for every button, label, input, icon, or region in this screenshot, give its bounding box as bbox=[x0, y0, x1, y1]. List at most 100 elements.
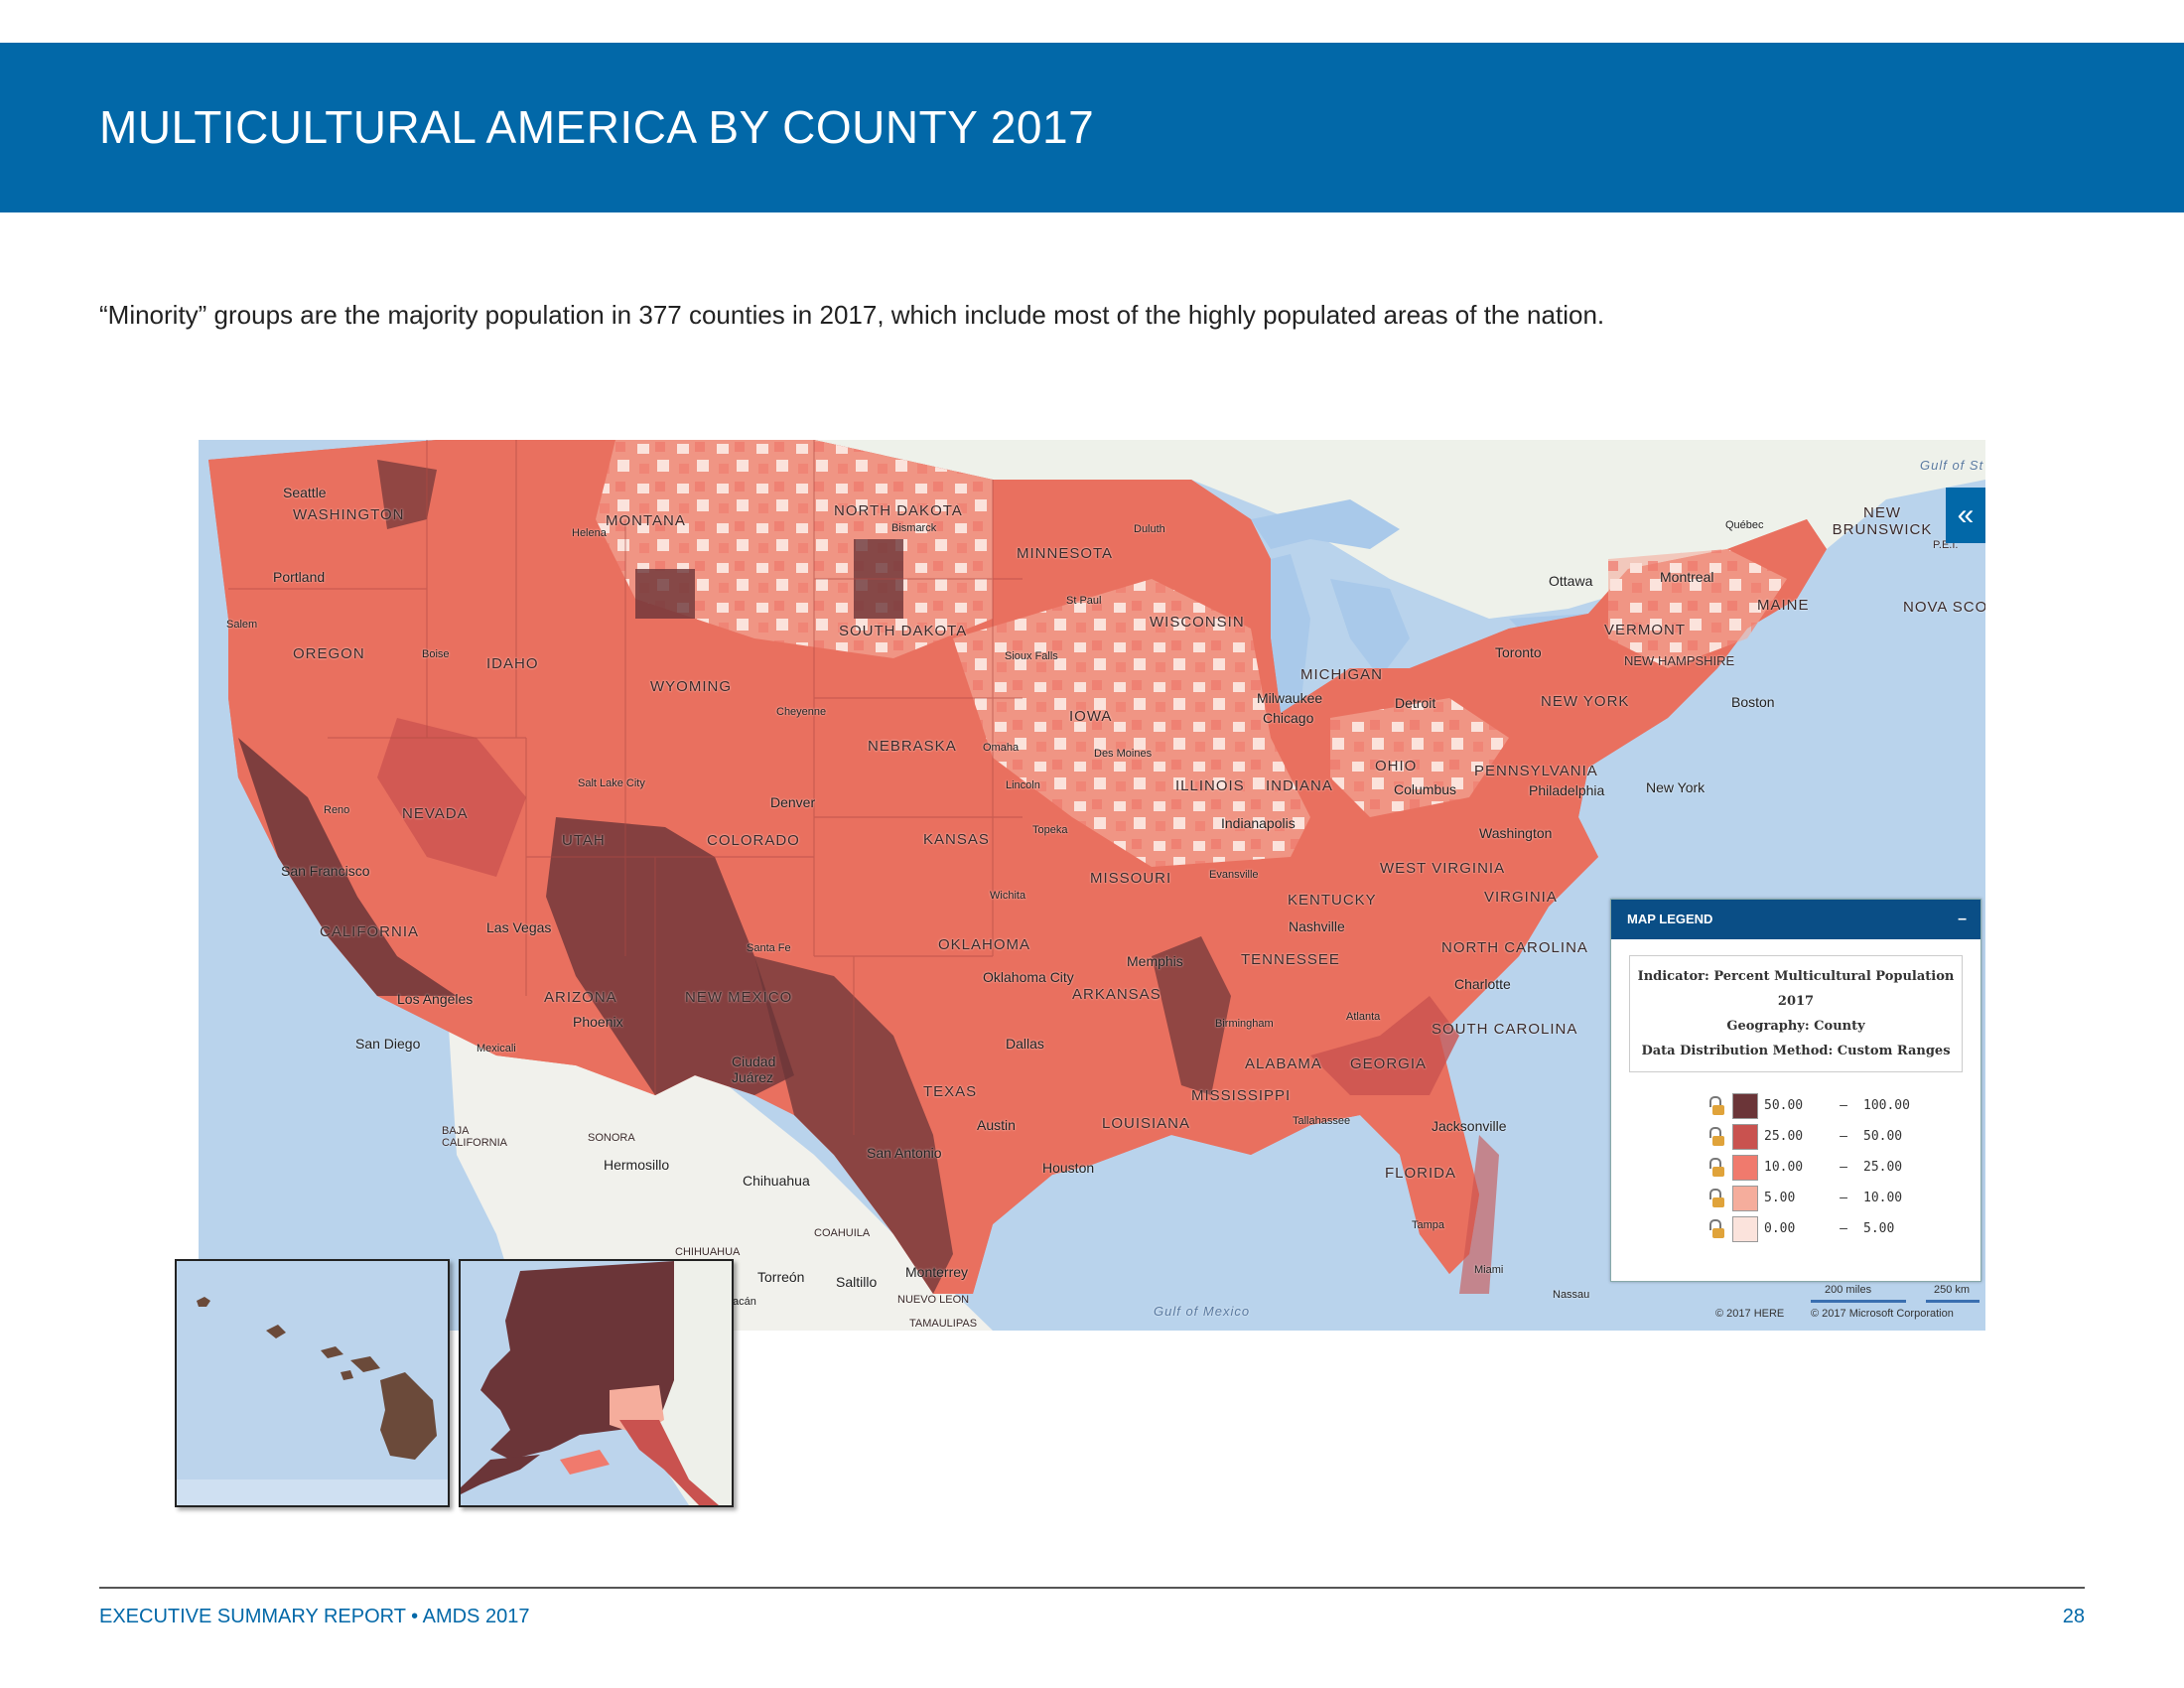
choropleth-map[interactable]: WASHINGTON OREGON CALIFORNIA NEVADA IDAH… bbox=[199, 440, 1985, 1331]
legend-range-high: 25.00 bbox=[1863, 1160, 1903, 1175]
legend-range-dash: — bbox=[1840, 1098, 1847, 1113]
city-label-cheyenne: Cheyenne bbox=[776, 706, 827, 718]
city-label-portland: Portland bbox=[273, 569, 326, 585]
hawaii-map bbox=[177, 1297, 448, 1505]
city-label-mexicali: Mexicali bbox=[477, 1043, 516, 1055]
page-title: MULTICULTURAL AMERICA BY COUNTY 2017 bbox=[99, 101, 1095, 153]
city-label-detroit: Detroit bbox=[1395, 695, 1436, 711]
legend-swatch bbox=[1732, 1215, 1758, 1242]
city-label-monterrey: Monterrey bbox=[905, 1264, 969, 1280]
legend-range-low: 5.00 bbox=[1764, 1191, 1796, 1205]
state-label-louisiana: LOUISIANA bbox=[1102, 1115, 1191, 1132]
legend-range-low: 0.00 bbox=[1764, 1221, 1796, 1236]
state-label-chihuahua: CHIHUAHUA bbox=[675, 1246, 741, 1258]
city-label-ciudad-juarez: Ciudad Juárez bbox=[732, 1054, 776, 1085]
lock-icon[interactable] bbox=[1708, 1218, 1724, 1239]
state-label-tennessee: TENNESSEE bbox=[1241, 951, 1340, 968]
city-label-chihuahua: Chihuahua bbox=[743, 1173, 810, 1189]
city-label-ottawa: Ottawa bbox=[1549, 573, 1593, 589]
legend-range-row: 5.00 — 10.00 bbox=[1708, 1183, 1980, 1213]
state-label-iowa: IOWA bbox=[1069, 708, 1113, 725]
lock-icon[interactable] bbox=[1708, 1188, 1724, 1208]
legend-indicator: Indicator: Percent Multicultural Populat… bbox=[1637, 969, 1955, 984]
city-label-lincoln: Lincoln bbox=[1006, 779, 1040, 791]
city-label-des-moines: Des Moines bbox=[1094, 748, 1153, 760]
legend-swatch bbox=[1732, 1154, 1758, 1181]
legend-year: 2017 bbox=[1777, 994, 1815, 1009]
legend-minimize-button[interactable]: – bbox=[1958, 911, 1967, 927]
city-label-washington-dc: Washington bbox=[1479, 825, 1553, 841]
state-label-missouri: MISSOURI bbox=[1090, 870, 1172, 887]
city-label-atlanta: Atlanta bbox=[1346, 1011, 1381, 1023]
city-label-dallas: Dallas bbox=[1006, 1036, 1044, 1052]
state-label-utah: UTAH bbox=[562, 832, 606, 849]
state-label-virginia: VIRGINIA bbox=[1484, 889, 1558, 906]
scale-miles: 200 miles bbox=[1825, 1284, 1872, 1296]
city-label-los-angeles: Los Angeles bbox=[397, 991, 474, 1007]
legend-range-dash: — bbox=[1840, 1160, 1847, 1175]
city-label-salt-lake: Salt Lake City bbox=[578, 777, 645, 789]
state-label-north-dakota: NORTH DAKOTA bbox=[834, 502, 963, 519]
city-label-tampa: Tampa bbox=[1412, 1219, 1445, 1231]
city-label-las-vegas: Las Vegas bbox=[486, 919, 552, 935]
legend-title: MAP LEGEND bbox=[1627, 912, 1713, 926]
city-label-acan: acán bbox=[733, 1296, 756, 1308]
city-label-new-york-city: New York bbox=[1646, 779, 1706, 795]
state-label-south-carolina: SOUTH CAROLINA bbox=[1432, 1021, 1578, 1038]
legend-method: Data Distribution Method: Custom Ranges bbox=[1641, 1044, 1951, 1058]
scale-bar-km bbox=[1926, 1300, 1979, 1303]
footer-divider bbox=[99, 1587, 2085, 1589]
state-label-minnesota: MINNESOTA bbox=[1017, 545, 1114, 562]
state-label-georgia: GEORGIA bbox=[1350, 1055, 1428, 1072]
legend-range-dash: — bbox=[1840, 1221, 1847, 1236]
city-label-miami: Miami bbox=[1474, 1264, 1504, 1276]
state-label-new-brunswick: NEW BRUNSWICK bbox=[1832, 504, 1933, 538]
state-label-new-york: NEW YORK bbox=[1541, 693, 1630, 710]
city-label-torreon: Torreón bbox=[757, 1269, 805, 1285]
legend-swatch bbox=[1732, 1185, 1758, 1211]
lock-icon[interactable] bbox=[1708, 1126, 1724, 1147]
state-label-indiana: INDIANA bbox=[1266, 777, 1333, 794]
state-label-mississippi: MISSISSIPPI bbox=[1191, 1087, 1292, 1104]
lock-icon[interactable] bbox=[1708, 1095, 1724, 1116]
city-label-houston: Houston bbox=[1042, 1160, 1095, 1176]
scale-bar-miles bbox=[1811, 1300, 1906, 1303]
state-label-montana: MONTANA bbox=[606, 512, 686, 529]
hawaii-inset[interactable] bbox=[175, 1259, 450, 1507]
state-label-nuevo-leon: NUEVO LEON bbox=[897, 1294, 970, 1306]
alaska-map bbox=[461, 1261, 732, 1505]
legend-description: Indicator: Percent Multicultural Populat… bbox=[1629, 955, 1963, 1072]
state-label-oklahoma: OKLAHOMA bbox=[938, 936, 1031, 953]
city-label-boise: Boise bbox=[422, 648, 450, 660]
city-label-phoenix: Phoenix bbox=[573, 1014, 623, 1030]
state-label-south-dakota: SOUTH DAKOTA bbox=[839, 623, 968, 639]
state-label-california: CALIFORNIA bbox=[320, 923, 420, 940]
city-label-st-paul: St Paul bbox=[1066, 595, 1102, 607]
alaska-inset[interactable] bbox=[459, 1259, 734, 1507]
city-label-reno: Reno bbox=[324, 804, 350, 816]
state-label-nova-scotia: NOVA SCO bbox=[1903, 599, 1985, 616]
legend-range-row: 0.00 — 5.00 bbox=[1708, 1213, 1980, 1244]
lock-icon[interactable] bbox=[1708, 1157, 1724, 1178]
legend-geography: Geography: County bbox=[1726, 1019, 1865, 1034]
title-banner: MULTICULTURAL AMERICA BY COUNTY 2017 bbox=[0, 43, 2184, 212]
legend-swatch bbox=[1732, 1092, 1758, 1119]
state-label-kansas: KANSAS bbox=[923, 831, 990, 848]
state-label-colorado: COLORADO bbox=[707, 832, 800, 849]
state-label-nevada: NEVADA bbox=[402, 805, 469, 822]
city-label-wichita: Wichita bbox=[990, 890, 1026, 902]
collapse-panel-button[interactable]: « bbox=[1946, 488, 1985, 543]
city-label-saltillo: Saltillo bbox=[836, 1274, 878, 1290]
city-label-hermosillo: Hermosillo bbox=[604, 1157, 670, 1173]
state-label-arizona: ARIZONA bbox=[544, 989, 617, 1006]
city-label-duluth: Duluth bbox=[1134, 523, 1165, 535]
legend-range-low: 25.00 bbox=[1764, 1129, 1804, 1144]
legend-range-low: 10.00 bbox=[1764, 1160, 1804, 1175]
city-label-san-diego: San Diego bbox=[355, 1036, 421, 1052]
state-label-idaho: IDAHO bbox=[486, 655, 539, 672]
state-label-ohio: OHIO bbox=[1375, 758, 1418, 774]
city-label-san-francisco: San Francisco bbox=[281, 863, 370, 879]
city-label-charlotte: Charlotte bbox=[1454, 976, 1511, 992]
legend-range-dash: — bbox=[1840, 1191, 1847, 1205]
city-label-philadelphia: Philadelphia bbox=[1529, 782, 1605, 798]
